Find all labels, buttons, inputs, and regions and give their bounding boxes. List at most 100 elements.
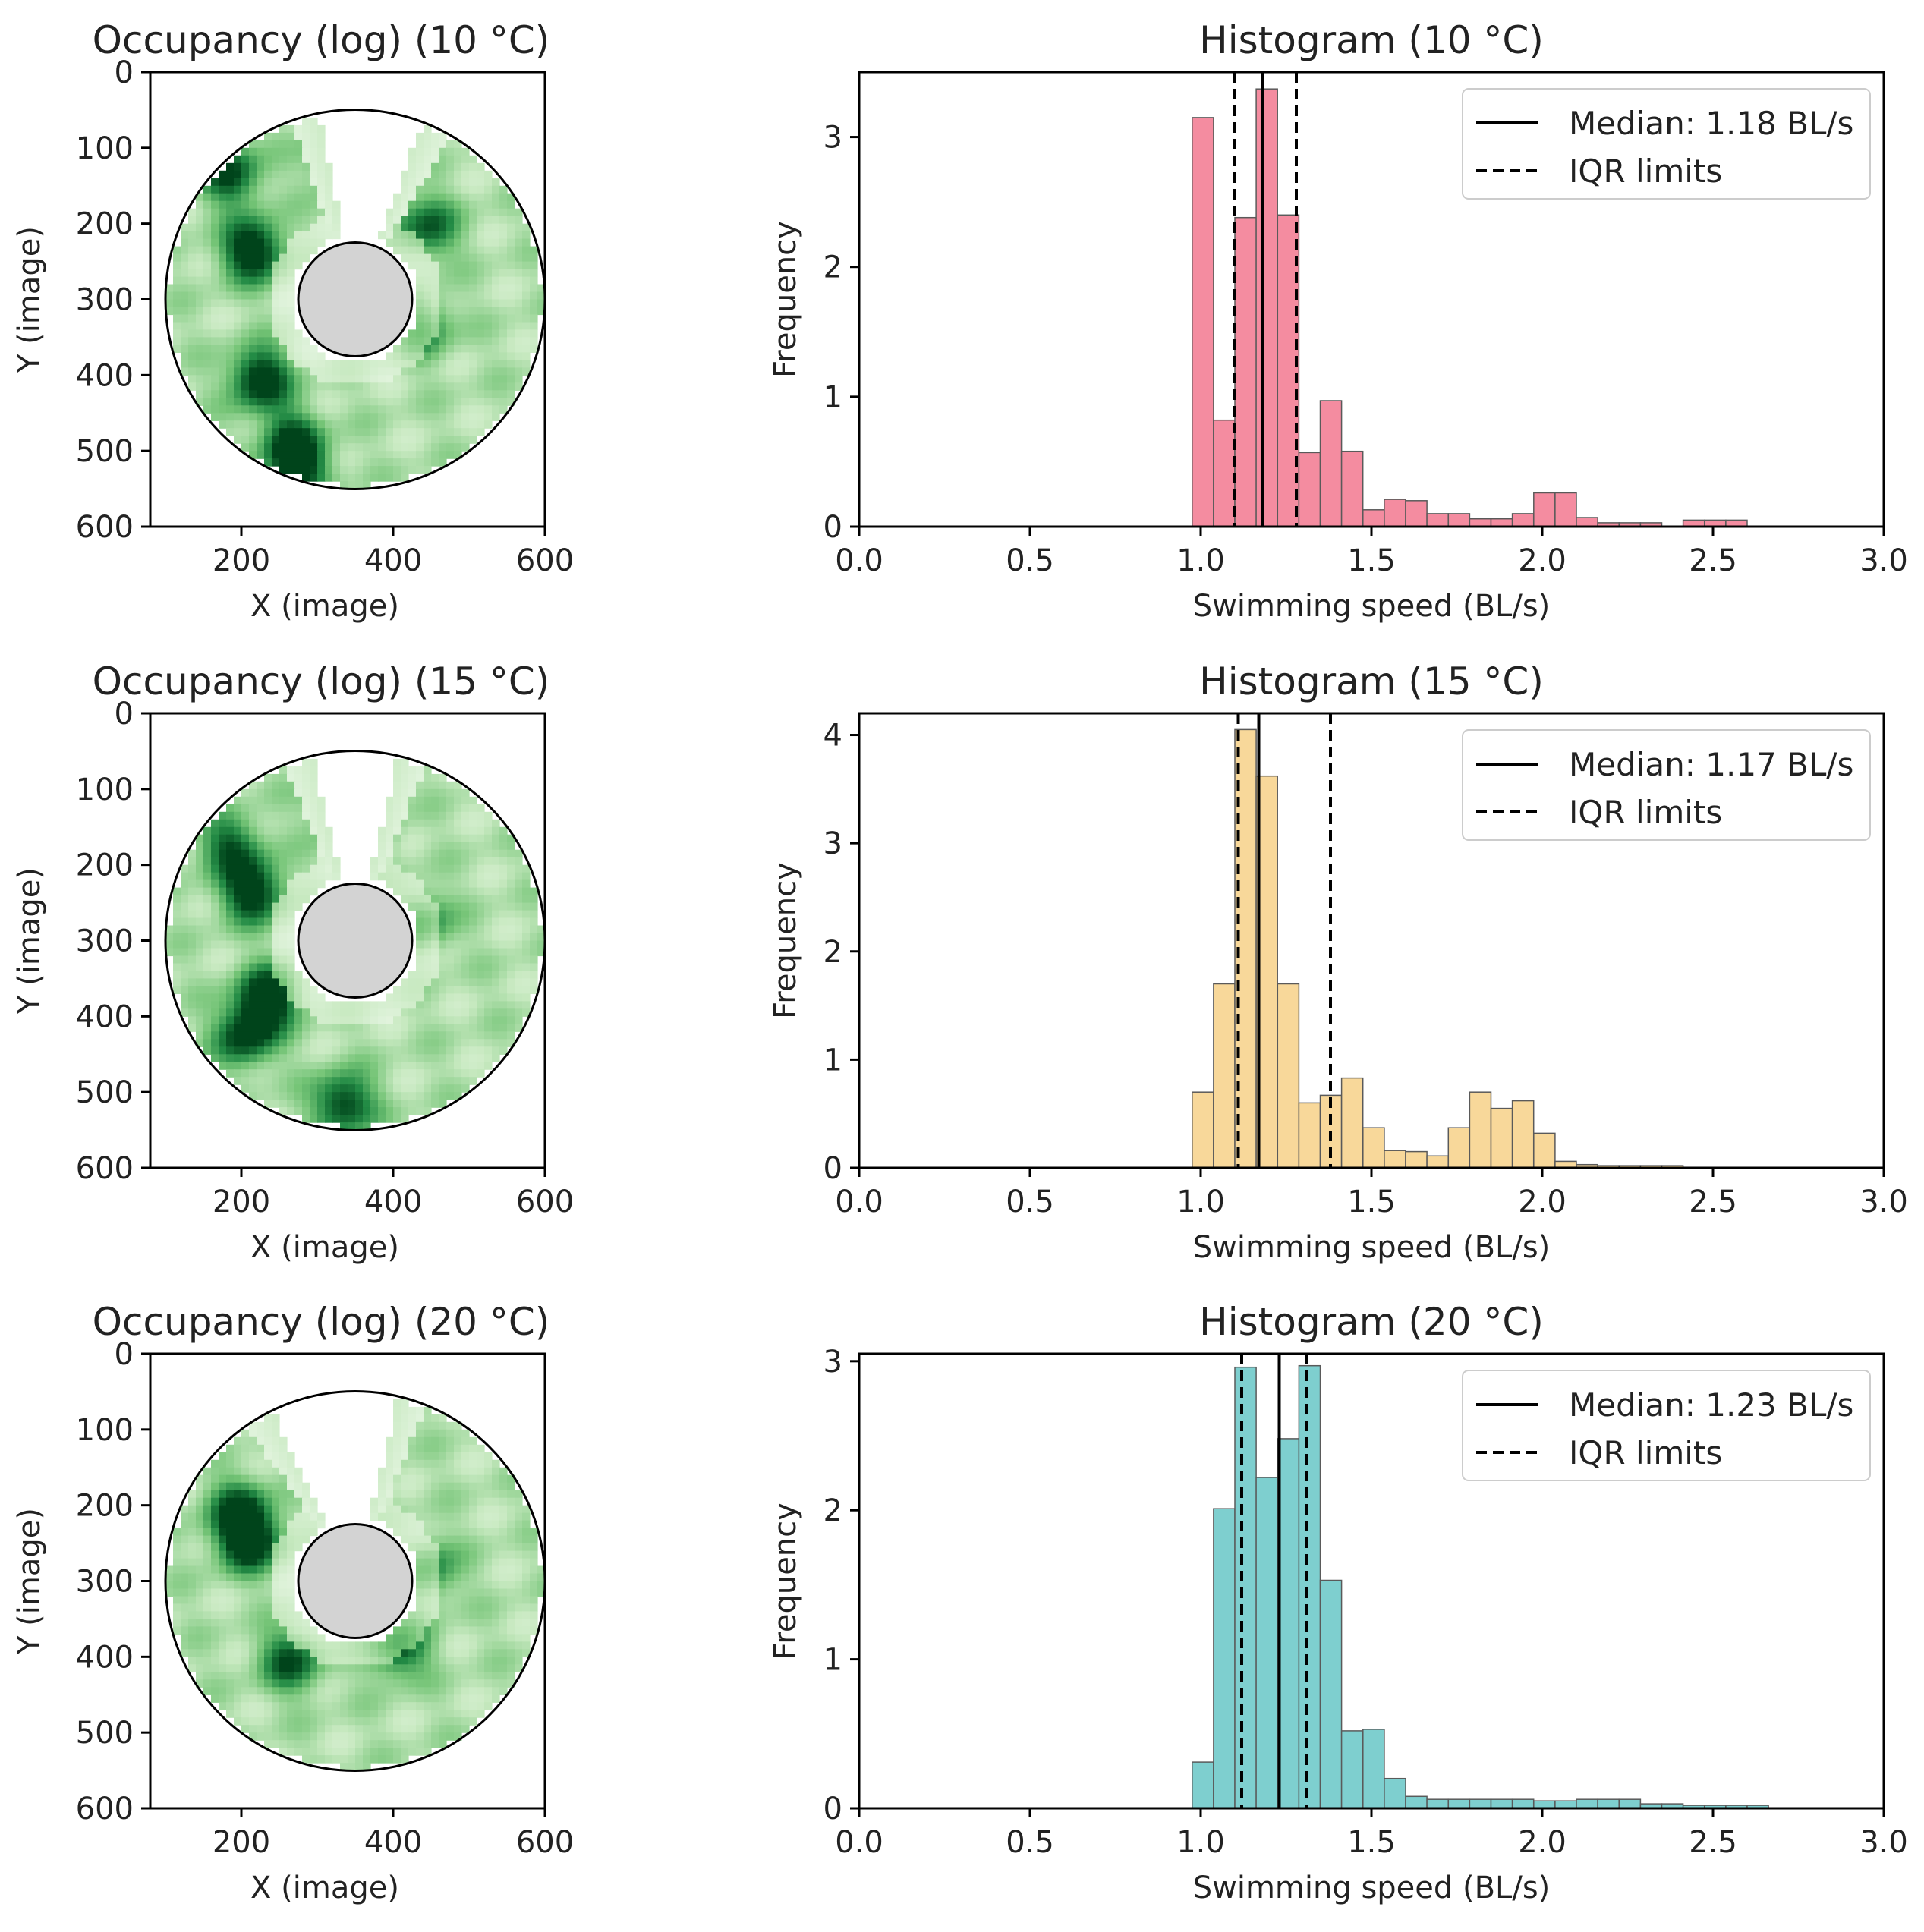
occupancy-cell bbox=[294, 1084, 303, 1093]
occupancy-cell bbox=[469, 864, 477, 873]
occupancy-cell bbox=[279, 872, 288, 881]
occupancy-cell bbox=[461, 910, 470, 919]
occupancy-cell bbox=[257, 1482, 265, 1491]
occupancy-cell bbox=[507, 1008, 515, 1017]
occupancy-cell bbox=[386, 834, 394, 843]
occupancy-cell bbox=[317, 140, 326, 149]
occupancy-cell bbox=[461, 864, 470, 873]
occupancy-cell bbox=[340, 1657, 348, 1665]
occupancy-cell bbox=[454, 1467, 462, 1476]
occupancy-cell bbox=[530, 307, 538, 316]
occupancy-cell bbox=[196, 1505, 204, 1514]
occupancy-cell bbox=[499, 1581, 508, 1590]
occupancy-cell bbox=[249, 428, 257, 436]
occupancy-cell bbox=[469, 155, 477, 164]
occupancy-cell bbox=[249, 1001, 257, 1009]
occupancy-cell bbox=[272, 1046, 280, 1055]
occupancy-cell bbox=[272, 405, 280, 414]
occupancy-cell bbox=[249, 1039, 257, 1047]
occupancy-cell bbox=[424, 405, 432, 414]
occupancy-cell bbox=[515, 1497, 523, 1506]
occupancy-cell bbox=[257, 1672, 265, 1680]
occupancy-cell bbox=[522, 925, 531, 934]
occupancy-cell bbox=[446, 291, 455, 300]
occupancy-cell bbox=[477, 1641, 485, 1650]
occupancy-cell bbox=[424, 193, 432, 202]
occupancy-cell bbox=[241, 1520, 250, 1529]
occupancy-cell bbox=[294, 162, 303, 171]
occupancy-cell bbox=[386, 849, 394, 858]
occupancy-cell bbox=[310, 375, 318, 383]
occupancy-cell bbox=[249, 1543, 257, 1552]
occupancy-cell bbox=[401, 1710, 409, 1718]
occupancy-cell bbox=[522, 887, 531, 896]
occupancy-cell bbox=[408, 1725, 417, 1733]
occupancy-cell bbox=[378, 1657, 386, 1665]
occupancy-cell bbox=[219, 238, 227, 247]
occupancy-cell bbox=[226, 978, 235, 986]
occupancy-cell bbox=[264, 216, 272, 225]
occupancy-cell bbox=[454, 811, 462, 820]
occupancy-cell bbox=[461, 879, 470, 889]
occupancy-cell bbox=[484, 834, 493, 843]
y-tick-label: 600 bbox=[76, 510, 134, 545]
occupancy-cell bbox=[446, 1717, 455, 1726]
occupancy-cell bbox=[393, 1467, 401, 1476]
occupancy-cell bbox=[499, 193, 508, 202]
occupancy-cell bbox=[294, 193, 303, 202]
occupancy-cell bbox=[401, 879, 409, 889]
occupancy-cell bbox=[431, 1581, 439, 1590]
occupancy-cell bbox=[294, 1107, 303, 1115]
occupancy-cell bbox=[317, 413, 326, 421]
occupancy-cell bbox=[484, 1550, 493, 1559]
occupancy-cell bbox=[294, 1710, 303, 1718]
occupancy-cell bbox=[499, 185, 508, 194]
occupancy-cell bbox=[408, 178, 417, 187]
occupancy-cell bbox=[378, 1694, 386, 1703]
occupancy-cell bbox=[332, 857, 341, 866]
occupancy-cell bbox=[408, 1024, 417, 1032]
occupancy-cell bbox=[310, 428, 318, 436]
occupancy-cell bbox=[416, 1687, 424, 1695]
occupancy-cell bbox=[499, 1543, 508, 1552]
occupancy-cell bbox=[302, 872, 310, 881]
occupancy-cell bbox=[196, 261, 204, 270]
occupancy-cell bbox=[454, 147, 462, 156]
occupancy-cell bbox=[188, 955, 197, 964]
occupancy-cell bbox=[241, 993, 250, 1002]
occupancy-cell bbox=[264, 1474, 272, 1484]
occupancy-cell bbox=[431, 345, 439, 353]
occupancy-cell bbox=[446, 804, 455, 813]
occupancy-cell bbox=[424, 1039, 432, 1047]
occupancy-cell bbox=[530, 269, 538, 278]
occupancy-cell bbox=[378, 1115, 386, 1123]
occupancy-cell bbox=[294, 367, 303, 376]
occupancy-cell bbox=[348, 1062, 356, 1070]
occupancy-cell bbox=[272, 910, 280, 919]
occupancy-cell bbox=[416, 1062, 424, 1070]
occupancy-cell bbox=[219, 284, 227, 293]
occupancy-cell bbox=[272, 238, 280, 247]
occupancy-cell bbox=[203, 879, 212, 889]
occupancy-cell bbox=[431, 284, 439, 293]
occupancy-cell bbox=[477, 390, 485, 398]
occupancy-cell bbox=[515, 208, 523, 217]
occupancy-cell bbox=[348, 1649, 356, 1657]
occupancy-cell bbox=[325, 834, 333, 843]
occupancy-cell bbox=[439, 223, 447, 232]
occupancy-cell bbox=[515, 1520, 523, 1529]
occupancy-cell bbox=[287, 857, 295, 866]
occupancy-cell bbox=[401, 451, 409, 459]
occupancy-cell bbox=[439, 178, 447, 187]
occupancy-cell bbox=[484, 1573, 493, 1582]
occupancy-heatmap-cells bbox=[165, 117, 546, 489]
occupancy-cell bbox=[454, 1550, 462, 1559]
occupancy-cell bbox=[507, 1664, 515, 1672]
occupancy-cell bbox=[424, 842, 432, 851]
occupancy-cell bbox=[272, 1084, 280, 1093]
occupancy-cell bbox=[203, 291, 212, 300]
occupancy-cell bbox=[310, 1031, 318, 1040]
occupancy-cell bbox=[446, 1679, 455, 1688]
occupancy-cell bbox=[454, 1512, 462, 1521]
